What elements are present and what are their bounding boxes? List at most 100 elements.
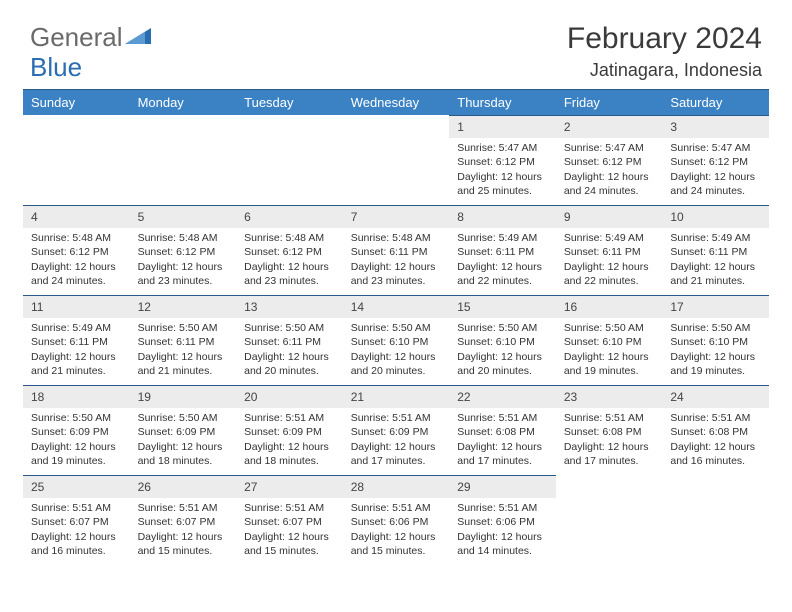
sunset-text: Sunset: 6:06 PM xyxy=(457,515,548,529)
daylight-line2: and 23 minutes. xyxy=(244,274,335,288)
day-content: Sunrise: 5:49 AMSunset: 6:11 PMDaylight:… xyxy=(556,228,663,294)
calendar-cell: 6Sunrise: 5:48 AMSunset: 6:12 PMDaylight… xyxy=(236,205,343,295)
day-number: 16 xyxy=(556,295,663,318)
daylight-line1: Daylight: 12 hours xyxy=(457,350,548,364)
sunrise-text: Sunrise: 5:51 AM xyxy=(138,501,229,515)
sunset-text: Sunset: 6:09 PM xyxy=(244,425,335,439)
sunset-text: Sunset: 6:11 PM xyxy=(31,335,122,349)
calendar-cell: 9Sunrise: 5:49 AMSunset: 6:11 PMDaylight… xyxy=(556,205,663,295)
day-number: 25 xyxy=(23,475,130,498)
calendar-cell: 12Sunrise: 5:50 AMSunset: 6:11 PMDayligh… xyxy=(130,295,237,385)
daylight-line2: and 24 minutes. xyxy=(670,184,761,198)
daylight-line2: and 18 minutes. xyxy=(244,454,335,468)
calendar-cell: 16Sunrise: 5:50 AMSunset: 6:10 PMDayligh… xyxy=(556,295,663,385)
day-number: 28 xyxy=(343,475,450,498)
logo-text-2-wrap: Blue xyxy=(30,52,82,83)
daylight-line1: Daylight: 12 hours xyxy=(457,440,548,454)
calendar-row: 18Sunrise: 5:50 AMSunset: 6:09 PMDayligh… xyxy=(23,385,769,475)
day-number: 24 xyxy=(662,385,769,408)
sunrise-text: Sunrise: 5:49 AM xyxy=(31,321,122,335)
sunrise-text: Sunrise: 5:50 AM xyxy=(351,321,442,335)
location: Jatinagara, Indonesia xyxy=(567,60,762,81)
day-content: Sunrise: 5:50 AMSunset: 6:10 PMDaylight:… xyxy=(343,318,450,384)
sunset-text: Sunset: 6:12 PM xyxy=(244,245,335,259)
day-number: 21 xyxy=(343,385,450,408)
daylight-line2: and 20 minutes. xyxy=(351,364,442,378)
daylight-line1: Daylight: 12 hours xyxy=(138,530,229,544)
calendar-cell: 23Sunrise: 5:51 AMSunset: 6:08 PMDayligh… xyxy=(556,385,663,475)
day-number: 2 xyxy=(556,115,663,138)
day-number: 27 xyxy=(236,475,343,498)
daylight-line2: and 22 minutes. xyxy=(564,274,655,288)
daylight-line2: and 21 minutes. xyxy=(31,364,122,378)
sunrise-text: Sunrise: 5:49 AM xyxy=(670,231,761,245)
day-number: 11 xyxy=(23,295,130,318)
day-content: Sunrise: 5:50 AMSunset: 6:10 PMDaylight:… xyxy=(449,318,556,384)
day-content: Sunrise: 5:51 AMSunset: 6:06 PMDaylight:… xyxy=(343,498,450,564)
sunset-text: Sunset: 6:12 PM xyxy=(457,155,548,169)
sunset-text: Sunset: 6:11 PM xyxy=(457,245,548,259)
title-block: February 2024 Jatinagara, Indonesia xyxy=(567,22,762,81)
day-content: Sunrise: 5:51 AMSunset: 6:08 PMDaylight:… xyxy=(556,408,663,474)
day-content: Sunrise: 5:47 AMSunset: 6:12 PMDaylight:… xyxy=(449,138,556,204)
calendar-cell-empty xyxy=(130,115,237,205)
daylight-line1: Daylight: 12 hours xyxy=(670,170,761,184)
calendar-cell: 25Sunrise: 5:51 AMSunset: 6:07 PMDayligh… xyxy=(23,475,130,565)
sunrise-text: Sunrise: 5:50 AM xyxy=(31,411,122,425)
daylight-line2: and 17 minutes. xyxy=(351,454,442,468)
day-number: 19 xyxy=(130,385,237,408)
daylight-line1: Daylight: 12 hours xyxy=(31,350,122,364)
day-number: 23 xyxy=(556,385,663,408)
day-content: Sunrise: 5:50 AMSunset: 6:10 PMDaylight:… xyxy=(662,318,769,384)
month-title: February 2024 xyxy=(567,22,762,56)
calendar-cell: 1Sunrise: 5:47 AMSunset: 6:12 PMDaylight… xyxy=(449,115,556,205)
sunrise-text: Sunrise: 5:49 AM xyxy=(457,231,548,245)
daylight-line2: and 17 minutes. xyxy=(564,454,655,468)
weekday-row: SundayMondayTuesdayWednesdayThursdayFrid… xyxy=(23,90,769,116)
logo-text-2: Blue xyxy=(30,52,82,82)
calendar-cell-empty xyxy=(236,115,343,205)
calendar-cell: 13Sunrise: 5:50 AMSunset: 6:11 PMDayligh… xyxy=(236,295,343,385)
daylight-line1: Daylight: 12 hours xyxy=(457,170,548,184)
daylight-line2: and 14 minutes. xyxy=(457,544,548,558)
sunset-text: Sunset: 6:08 PM xyxy=(670,425,761,439)
sunrise-text: Sunrise: 5:51 AM xyxy=(564,411,655,425)
day-content: Sunrise: 5:50 AMSunset: 6:11 PMDaylight:… xyxy=(236,318,343,384)
daylight-line1: Daylight: 12 hours xyxy=(564,170,655,184)
daylight-line2: and 24 minutes. xyxy=(564,184,655,198)
calendar-row: 11Sunrise: 5:49 AMSunset: 6:11 PMDayligh… xyxy=(23,295,769,385)
day-content: Sunrise: 5:51 AMSunset: 6:07 PMDaylight:… xyxy=(130,498,237,564)
sunset-text: Sunset: 6:06 PM xyxy=(351,515,442,529)
daylight-line1: Daylight: 12 hours xyxy=(351,440,442,454)
sunset-text: Sunset: 6:09 PM xyxy=(31,425,122,439)
day-content: Sunrise: 5:49 AMSunset: 6:11 PMDaylight:… xyxy=(449,228,556,294)
sunset-text: Sunset: 6:11 PM xyxy=(351,245,442,259)
sunrise-text: Sunrise: 5:49 AM xyxy=(564,231,655,245)
daylight-line1: Daylight: 12 hours xyxy=(31,440,122,454)
sunset-text: Sunset: 6:09 PM xyxy=(138,425,229,439)
calendar-cell: 26Sunrise: 5:51 AMSunset: 6:07 PMDayligh… xyxy=(130,475,237,565)
sunrise-text: Sunrise: 5:51 AM xyxy=(244,411,335,425)
day-content: Sunrise: 5:50 AMSunset: 6:10 PMDaylight:… xyxy=(556,318,663,384)
day-number: 20 xyxy=(236,385,343,408)
sunset-text: Sunset: 6:10 PM xyxy=(351,335,442,349)
calendar-cell-empty xyxy=(556,475,663,565)
sunrise-text: Sunrise: 5:50 AM xyxy=(670,321,761,335)
daylight-line2: and 21 minutes. xyxy=(670,274,761,288)
sunrise-text: Sunrise: 5:47 AM xyxy=(457,141,548,155)
daylight-line1: Daylight: 12 hours xyxy=(138,260,229,274)
sunrise-text: Sunrise: 5:47 AM xyxy=(564,141,655,155)
calendar-cell: 3Sunrise: 5:47 AMSunset: 6:12 PMDaylight… xyxy=(662,115,769,205)
sunset-text: Sunset: 6:12 PM xyxy=(31,245,122,259)
day-number: 3 xyxy=(662,115,769,138)
sunrise-text: Sunrise: 5:51 AM xyxy=(244,501,335,515)
sunrise-text: Sunrise: 5:51 AM xyxy=(351,411,442,425)
day-number: 8 xyxy=(449,205,556,228)
daylight-line1: Daylight: 12 hours xyxy=(670,260,761,274)
sunrise-text: Sunrise: 5:48 AM xyxy=(31,231,122,245)
header: General February 2024 Jatinagara, Indone… xyxy=(0,0,792,89)
sunrise-text: Sunrise: 5:50 AM xyxy=(138,321,229,335)
daylight-line1: Daylight: 12 hours xyxy=(31,260,122,274)
calendar-cell: 14Sunrise: 5:50 AMSunset: 6:10 PMDayligh… xyxy=(343,295,450,385)
day-content: Sunrise: 5:51 AMSunset: 6:07 PMDaylight:… xyxy=(23,498,130,564)
